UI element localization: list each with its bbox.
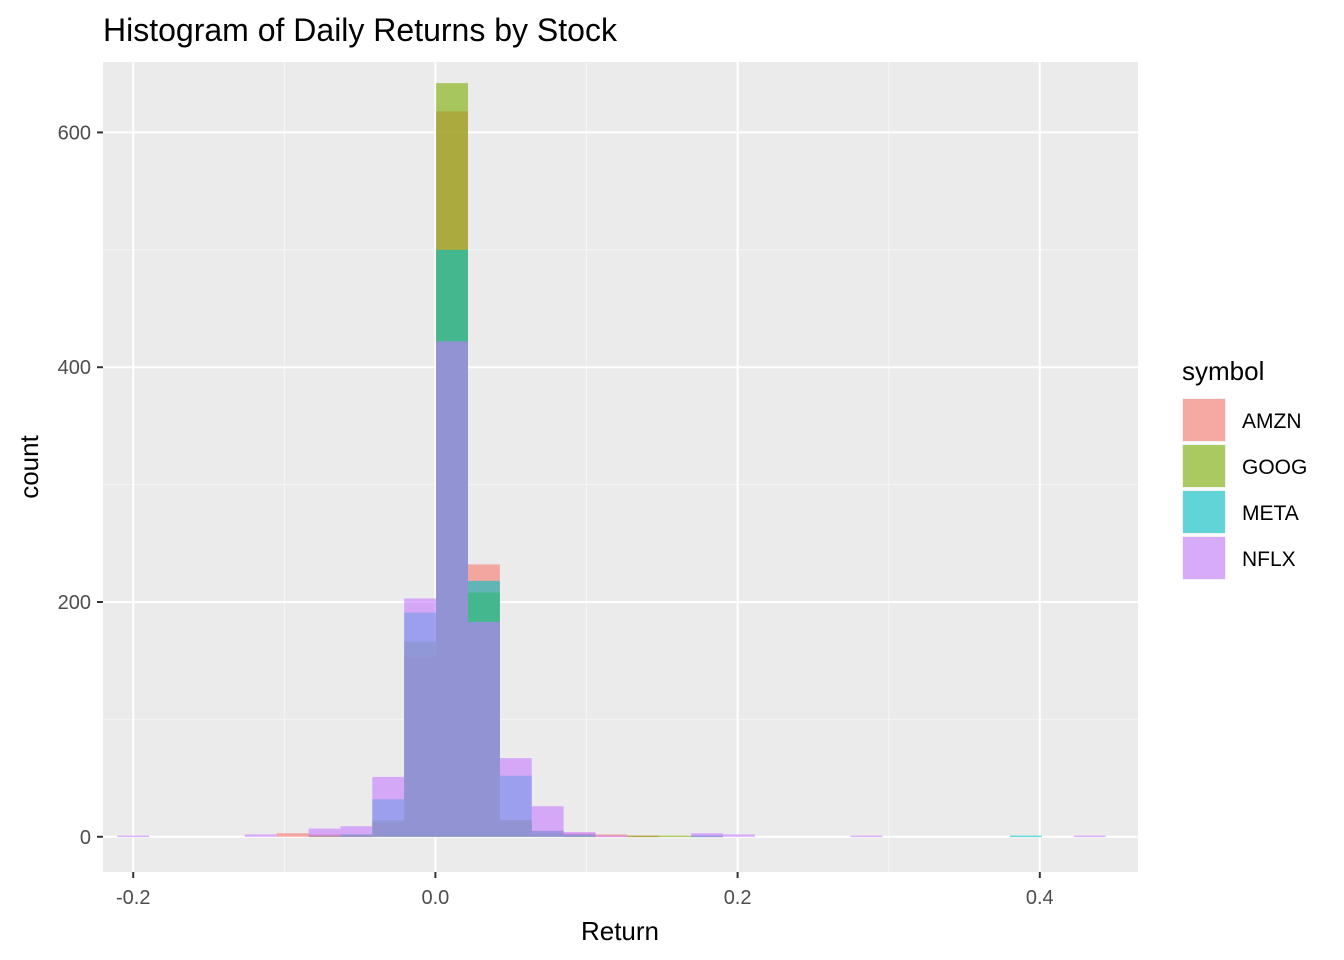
y-axis-title: count xyxy=(14,434,44,498)
bar-amzn xyxy=(595,834,628,837)
bar-nflx xyxy=(691,833,724,837)
bar-goog xyxy=(659,835,692,838)
bar-nflx xyxy=(372,776,405,837)
y-tick-label: 400 xyxy=(58,357,91,379)
bar-nflx xyxy=(531,806,564,837)
legend-key-goog xyxy=(1183,445,1225,487)
bar-nflx xyxy=(499,758,532,837)
x-tick-label: 0.2 xyxy=(724,887,752,909)
chart-title: Histogram of Daily Returns by Stock xyxy=(103,12,618,48)
bar-nflx xyxy=(1073,835,1106,838)
x-tick-label: 0.0 xyxy=(422,887,450,909)
bar-goog xyxy=(627,835,660,838)
bar-nflx xyxy=(563,832,596,837)
legend-key-meta xyxy=(1183,491,1225,533)
bar-nflx xyxy=(850,835,883,838)
legend-label-amzn: AMZN xyxy=(1242,410,1302,433)
histogram-bars xyxy=(117,83,1106,838)
x-tick-label: 0.4 xyxy=(1026,887,1054,909)
y-tick-label: 0 xyxy=(80,827,91,849)
bar-nflx xyxy=(117,835,150,838)
x-tick-label: -0.2 xyxy=(116,887,150,909)
y-axis: 0 200 400 600 xyxy=(58,122,103,849)
minor-gridlines xyxy=(103,62,1138,872)
legend-label-meta: META xyxy=(1242,502,1299,525)
y-tick-label: 200 xyxy=(58,592,91,614)
bar-nflx xyxy=(595,835,628,838)
bar-nflx xyxy=(404,598,437,837)
bar-nflx xyxy=(436,341,468,837)
bar-nflx xyxy=(340,826,373,837)
legend-title: symbol xyxy=(1182,356,1264,386)
bar-nflx xyxy=(308,828,341,837)
series-nflx xyxy=(117,341,1106,838)
x-axis-title: Return xyxy=(581,916,659,946)
legend-key-nflx xyxy=(1183,537,1225,579)
bar-nflx xyxy=(723,834,755,837)
legend: symbol AMZN GOOG META NFLX xyxy=(1182,356,1307,580)
y-tick-label: 600 xyxy=(58,122,91,144)
plot-panel xyxy=(103,62,1138,872)
x-axis: -0.2 0.0 0.2 0.4 xyxy=(116,872,1054,909)
legend-label-goog: GOOG xyxy=(1242,456,1307,479)
bar-nflx xyxy=(467,621,500,837)
legend-label-nflx: NFLX xyxy=(1242,548,1296,571)
bar-meta xyxy=(1009,835,1042,838)
legend-key-amzn xyxy=(1183,399,1225,441)
bar-nflx xyxy=(244,834,277,837)
bar-amzn xyxy=(276,833,309,837)
